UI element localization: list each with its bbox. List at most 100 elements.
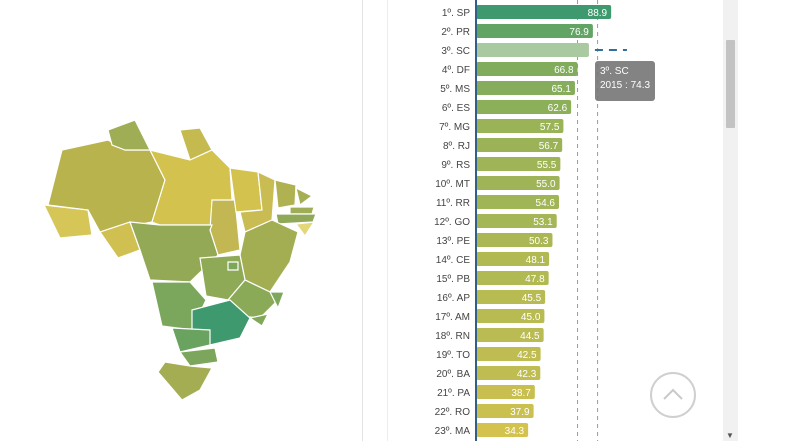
value-label: 62.6 xyxy=(548,103,568,114)
scrollbar-thumb[interactable] xyxy=(726,40,735,128)
category-label: 8º. RJ xyxy=(443,141,470,152)
category-label: 1º. SP xyxy=(442,8,470,19)
bar[interactable] xyxy=(476,404,534,418)
tooltip-title: 3º. SC xyxy=(600,66,629,77)
back-to-top-button[interactable] xyxy=(650,372,696,418)
value-label: 53.1 xyxy=(533,217,553,228)
bar[interactable] xyxy=(476,271,549,285)
category-label: 3º. SC xyxy=(441,46,470,57)
value-label: 48.1 xyxy=(526,255,546,266)
category-label: 5º. MS xyxy=(440,84,470,95)
value-label: 55.5 xyxy=(537,160,557,171)
state-pb[interactable] xyxy=(289,206,315,215)
bars-group: 1º. SP 88.9 2º. PR 76.9 3º. SC 4º. DF 66.8 5º. … xyxy=(434,5,627,437)
state-rs[interactable] xyxy=(157,361,213,401)
category-label: 20º. BA xyxy=(436,369,470,380)
bar-row[interactable]: 13º. PE 50.3 xyxy=(436,233,553,247)
bar[interactable] xyxy=(476,195,559,209)
category-label: 4º. DF xyxy=(442,65,470,76)
state-pr[interactable] xyxy=(171,327,211,353)
category-label: 18º. RN xyxy=(435,331,470,342)
category-label: 23º. MA xyxy=(435,426,471,437)
value-label: 66.8 xyxy=(554,65,574,76)
state-rj[interactable] xyxy=(248,313,270,327)
value-label: 57.5 xyxy=(540,122,560,133)
state-ac[interactable] xyxy=(42,204,93,239)
value-label: 37.9 xyxy=(510,407,530,418)
bar-row[interactable]: 21º. PA 38.7 xyxy=(437,385,535,399)
bar[interactable] xyxy=(476,214,557,228)
bar-row[interactable]: 19º. TO 42.5 xyxy=(436,347,541,361)
bar[interactable] xyxy=(476,157,561,171)
category-label: 21º. PA xyxy=(437,388,470,399)
chevron-up-icon xyxy=(663,388,683,400)
bar[interactable] xyxy=(476,309,545,323)
bar[interactable] xyxy=(476,5,612,19)
bar[interactable] xyxy=(476,43,589,57)
bar[interactable] xyxy=(476,423,529,437)
bar[interactable] xyxy=(476,347,541,361)
bar-row[interactable]: 12º. GO 53.1 xyxy=(434,214,557,228)
bar[interactable] xyxy=(476,366,541,380)
category-label: 22º. RO xyxy=(435,407,471,418)
bar-row[interactable]: 17º. AM 45.0 xyxy=(435,309,545,323)
bar[interactable] xyxy=(476,176,560,190)
bar-row[interactable]: 18º. RN 44.5 xyxy=(435,328,544,342)
bar-row[interactable]: 23º. MA 34.3 xyxy=(435,423,529,437)
bar-row[interactable]: 2º. PR 76.9 xyxy=(441,24,593,38)
state-mt[interactable] xyxy=(129,221,219,283)
bar-row[interactable]: 16º. AP 45.5 xyxy=(437,290,546,304)
bar[interactable] xyxy=(476,62,578,76)
bar-row[interactable]: 15º. PB 47.8 xyxy=(436,271,549,285)
bar-row[interactable]: 7º. MG 57.5 xyxy=(439,119,564,133)
category-label: 16º. AP xyxy=(437,293,470,304)
value-label: 45.5 xyxy=(522,293,542,304)
category-label: 12º. GO xyxy=(434,217,470,228)
bar[interactable] xyxy=(476,138,563,152)
bar[interactable] xyxy=(476,233,553,247)
bar-row[interactable]: 14º. CE 48.1 xyxy=(436,252,550,266)
state-al-se[interactable] xyxy=(294,221,316,238)
bar[interactable] xyxy=(476,328,544,342)
bar[interactable] xyxy=(476,81,575,95)
state-ma[interactable] xyxy=(229,167,263,213)
category-label: 13º. PE xyxy=(436,236,470,247)
value-label: 34.3 xyxy=(505,426,525,437)
state-ce[interactable] xyxy=(274,179,297,209)
bar[interactable] xyxy=(476,252,550,266)
bar-row[interactable]: 1º. SP 88.9 xyxy=(442,5,612,19)
category-label: 17º. AM xyxy=(435,312,470,323)
bar[interactable] xyxy=(476,100,572,114)
bar-row[interactable]: 4º. DF 66.8 xyxy=(442,62,578,76)
vertical-scrollbar[interactable]: ▼ xyxy=(723,0,738,441)
value-label: 54.6 xyxy=(536,198,556,209)
bar-row[interactable]: 9º. RS 55.5 xyxy=(441,157,561,171)
bar-row[interactable]: 11º. RR 54.6 xyxy=(436,195,559,209)
bar-row[interactable]: 6º. ES 62.6 xyxy=(442,100,572,114)
bar[interactable] xyxy=(476,119,564,133)
value-label: 65.1 xyxy=(551,84,571,95)
tooltip-value: 2015 : 74.3 xyxy=(600,80,651,91)
bar-row[interactable]: 22º. RO 37.9 xyxy=(435,404,534,418)
category-label: 14º. CE xyxy=(436,255,471,266)
triangle-down-icon[interactable]: ▼ xyxy=(726,431,734,440)
bar[interactable] xyxy=(476,385,535,399)
state-rn[interactable] xyxy=(295,186,314,207)
state-es[interactable] xyxy=(269,291,285,310)
bar-row[interactable]: 20º. BA 42.3 xyxy=(436,366,541,380)
bar-row[interactable]: 5º. MS 65.1 xyxy=(440,81,575,95)
value-label: 42.5 xyxy=(517,350,537,361)
bar-row[interactable]: 10º. MT 55.0 xyxy=(435,176,560,190)
state-df[interactable] xyxy=(227,261,239,271)
chart-panel: 1º. SP 88.9 2º. PR 76.9 3º. SC 4º. DF 66.8 5º. … xyxy=(387,0,725,441)
bar[interactable] xyxy=(476,290,546,304)
bar[interactable] xyxy=(476,24,593,38)
brazil-map[interactable] xyxy=(0,0,362,441)
bar-row[interactable]: 3º. SC xyxy=(441,43,589,57)
bar-row[interactable]: 8º. RJ 56.7 xyxy=(443,138,563,152)
value-label: 56.7 xyxy=(539,141,559,152)
value-label: 47.8 xyxy=(525,274,545,285)
state-rr[interactable] xyxy=(107,119,151,151)
state-sc[interactable] xyxy=(178,347,219,367)
value-label: 88.9 xyxy=(588,8,608,19)
